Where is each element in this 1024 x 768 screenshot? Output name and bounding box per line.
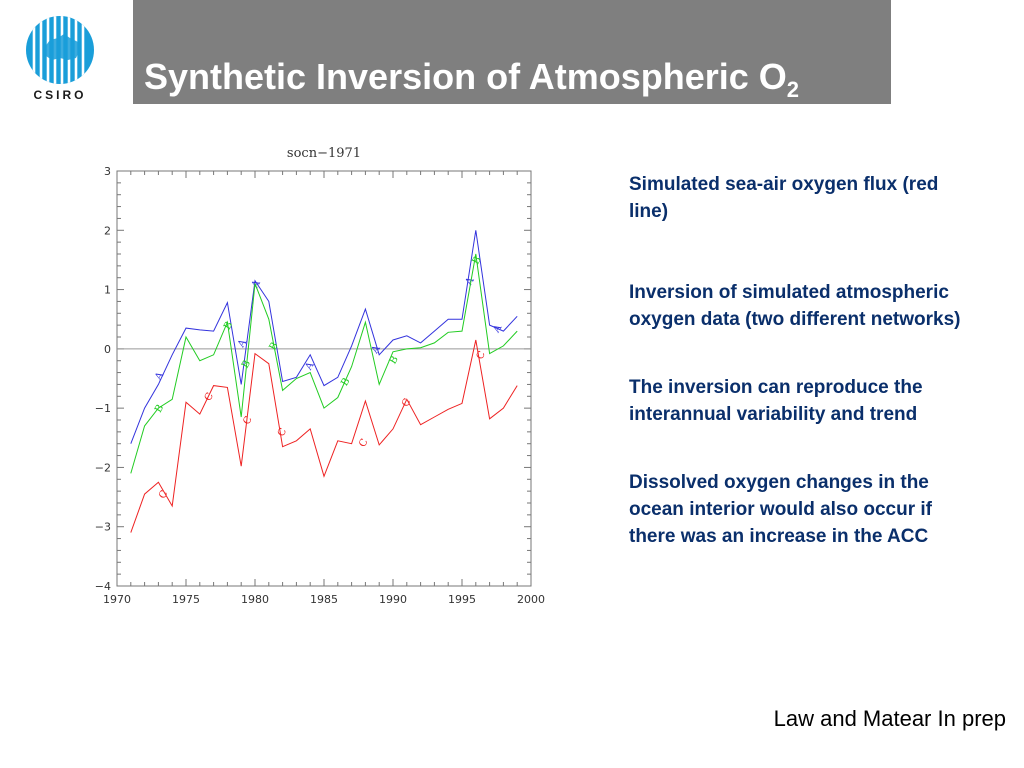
series-marker-B: B <box>388 354 401 366</box>
series-line-C <box>130 339 518 533</box>
series-marker-B: B <box>153 403 166 415</box>
y-tick-label: −3 <box>95 521 111 534</box>
x-tick-label: 1985 <box>310 593 338 606</box>
text-simulated-flux: Simulated sea-air oxygen flux (red line) <box>629 174 939 222</box>
series-marker-A: A <box>303 360 317 373</box>
csiro-globe-icon <box>26 16 94 84</box>
text-inversion: Inversion of simulated atmospheric oxyge… <box>629 282 961 330</box>
y-tick-label: 2 <box>104 224 111 237</box>
y-tick-label: 1 <box>104 284 111 297</box>
series-marker-C: C <box>276 426 290 438</box>
series-line-B <box>130 253 518 474</box>
series-marker-A: A <box>491 322 505 335</box>
series-marker-C: C <box>203 391 217 403</box>
logo-text: CSIRO <box>33 88 87 102</box>
series-marker-B: B <box>240 358 253 370</box>
text-dissolved-oxygen: Dissolved oxygen changes in the ocean in… <box>629 472 932 547</box>
series-marker-C: C <box>241 414 255 426</box>
plot-frame <box>116 170 532 587</box>
x-tick-label: 1975 <box>172 593 200 606</box>
text-reproduce: The inversion can reproduce the interann… <box>629 377 923 425</box>
slide-title-text: Synthetic Inversion of Atmospheric O <box>144 56 787 97</box>
x-tick-label: 1995 <box>448 593 476 606</box>
slide-title-subscript: 2 <box>786 77 800 103</box>
y-tick-label: −1 <box>95 402 111 415</box>
x-tick-label: 1980 <box>241 593 269 606</box>
y-tick-label: −2 <box>95 461 111 474</box>
title-bar: Synthetic Inversion of Atmospheric O2 <box>133 0 891 104</box>
series-marker-B: B <box>268 341 281 353</box>
series-marker-C: C <box>475 349 489 361</box>
x-tick-label: 1990 <box>379 593 407 606</box>
credit-text: Law and Matear In prep <box>773 706 1006 731</box>
flux-line-chart: socn−1971 1970 1975 1980 1985 1990 1995 2000 3 2 1… <box>95 146 545 606</box>
series-marker-B: B <box>222 320 235 332</box>
chart-title: socn−1971 <box>287 146 361 161</box>
series-marker-B: B <box>471 255 484 267</box>
y-tick-label: −4 <box>95 580 111 593</box>
series-marker-B: B <box>339 376 352 388</box>
csiro-logo: CSIRO <box>20 14 100 106</box>
y-tick-label: 3 <box>104 165 111 178</box>
series-marker-C: C <box>357 437 371 449</box>
x-tick-label: 2000 <box>517 593 545 606</box>
series-line-A <box>130 230 518 444</box>
slide-title: Synthetic Inversion of Atmospheric O2 <box>144 56 799 103</box>
y-tick-label: 0 <box>104 343 111 356</box>
x-tick-label: 1970 <box>103 593 131 606</box>
